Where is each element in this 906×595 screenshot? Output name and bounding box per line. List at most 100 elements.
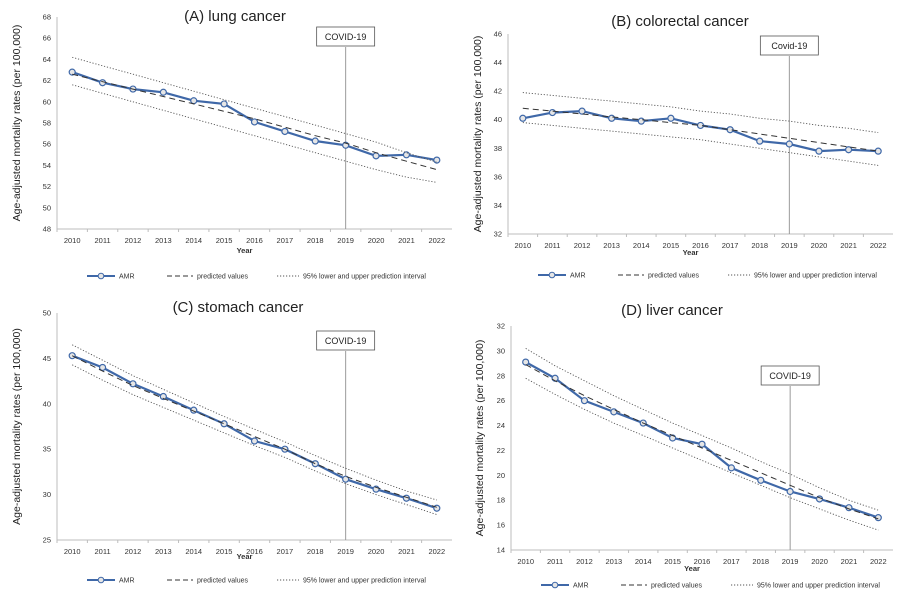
y-tick-label: 60 [43,97,51,106]
y-tick-label: 32 [497,322,505,331]
amr-point [281,127,289,136]
amr-point [220,100,228,108]
upper-interval-line [522,92,879,134]
x-tick-label: 2011 [95,547,111,556]
x-tick-label: 2022 [870,557,887,566]
amr-point [727,464,735,472]
amr-point [190,97,198,105]
amr-point [250,118,259,126]
legend-label-interval: 95% lower and upper prediction interval [757,583,880,590]
x-tick-label: 2022 [428,236,445,245]
y-tick-label: 56 [43,140,51,149]
chart-panel-3: (C) stomach cancer 25 30 35 40 45 50 2010 2011 20… [11,299,452,585]
y-tick-label: 42 [494,87,502,96]
y-tick-label: 52 [43,182,51,191]
x-tick-label: 2015 [216,236,233,245]
y-tick-label: 16 [497,521,505,530]
lower-interval-line [71,364,437,516]
x-tick-label: 2022 [870,241,887,250]
x-tick-label: 2021 [841,557,858,566]
chart-title: (C) stomach cancer [173,299,304,316]
y-tick-label: 28 [497,371,505,380]
x-tick-label: 2015 [663,241,680,250]
amr-point [402,151,411,159]
amr-point [580,397,589,405]
amr-point [637,117,645,125]
y-tick-label: 48 [43,225,51,234]
x-tick-label: 2012 [125,236,142,245]
y-tick-label: 62 [43,76,51,85]
amr-point [68,68,76,76]
y-tick-label: 20 [497,471,505,480]
y-tick-label: 35 [43,445,51,454]
amr-point [311,137,319,145]
x-tick-label: 2011 [544,241,560,250]
legend-label-amr: AMR [119,578,135,585]
amr-point [98,363,107,372]
covid-label: Covid-19 [771,41,807,51]
amr-point [874,514,882,522]
lower-interval-line [525,377,879,531]
y-tick-label: 46 [494,30,502,39]
chart-title: (D) liver cancer [621,302,723,319]
x-tick-label: 2020 [368,236,385,245]
x-axis-label: Year [237,246,253,255]
amr-point [519,114,527,122]
x-tick-label: 2020 [811,557,828,566]
amr-point [342,475,350,483]
x-tick-label: 2014 [635,557,652,566]
x-tick-label: 2015 [216,547,233,556]
legend-label-amr: AMR [570,273,586,280]
x-tick-label: 2013 [606,557,623,566]
x-axis-label: Year [683,248,699,257]
y-tick-label: 22 [497,446,505,455]
y-tick-label: 24 [497,421,505,430]
x-tick-label: 2019 [782,557,799,566]
legend-marker-amr [97,272,105,280]
x-tick-label: 2010 [514,241,531,250]
legend-label-predicted: predicted values [197,578,248,585]
x-tick-label: 2018 [752,557,769,566]
x-tick-label: 2016 [694,557,711,566]
x-tick-label: 2021 [840,241,857,250]
upper-interval-line [525,348,879,511]
chart-title: (B) colorectal cancer [611,13,749,30]
y-tick-label: 68 [43,13,51,22]
legend-label-interval: 95% lower and upper prediction interval [303,274,426,281]
amr-point [68,352,76,360]
x-tick-label: 2016 [692,241,709,250]
x-tick-label: 2010 [64,236,81,245]
legend-label-interval: 95% lower and upper prediction interval [303,578,426,585]
y-axis-label: Age-adjusted mortality rates (per 100,00… [11,25,23,222]
amr-point [756,137,764,145]
amr-point [129,380,137,388]
x-tick-label: 2014 [633,241,650,250]
amr-point [311,460,319,468]
chart-panel-1: (A) lung cancer 48 50 52 54 56 58 60 62 64 66 68 201… [11,8,452,281]
y-tick-label: 18 [497,496,505,505]
amr-point [159,88,167,96]
legend-label-predicted: predicted values [648,273,699,280]
y-tick-label: 30 [497,346,505,355]
x-tick-label: 2017 [277,547,294,556]
chart-panel-4: (D) liver cancer141618202224262830322010… [474,302,893,590]
x-tick-label: 2013 [155,236,172,245]
y-tick-label: 30 [43,490,51,499]
x-tick-label: 2010 [517,557,534,566]
x-tick-label: 2022 [428,547,445,556]
amr-point [578,107,586,115]
x-tick-label: 2011 [547,557,563,566]
x-tick-label: 2018 [307,236,324,245]
predicted-line [525,364,879,520]
amr-point [786,487,794,496]
x-tick-label: 2013 [603,241,620,250]
amr-point [433,156,441,164]
y-tick-label: 58 [43,119,51,128]
x-tick-label: 2021 [398,547,415,556]
amr-point [220,420,228,428]
amr-point [608,114,616,122]
x-tick-label: 2012 [574,241,591,250]
x-tick-label: 2010 [64,547,81,556]
amr-point [757,476,765,484]
